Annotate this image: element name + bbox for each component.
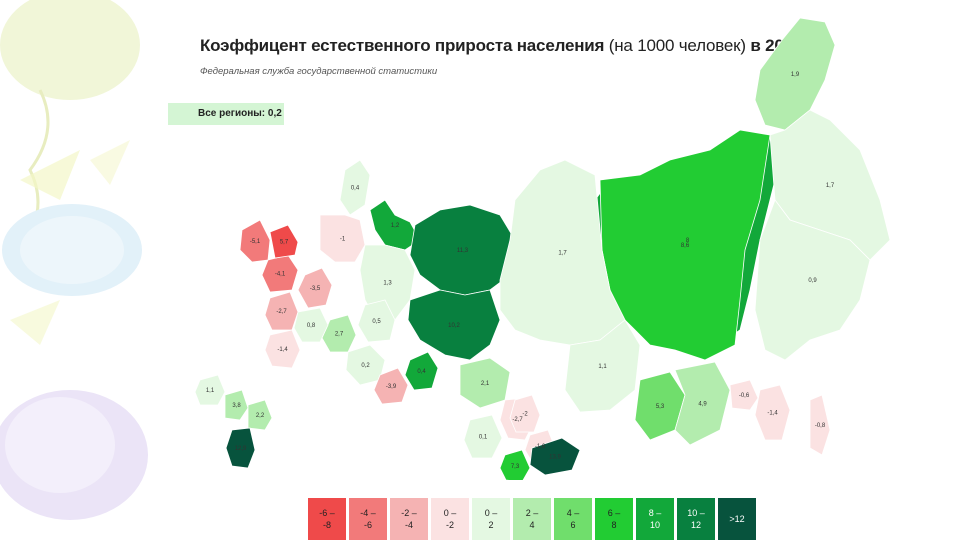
region-value-label: 0,9 (808, 278, 817, 284)
region-kalmykia (224, 389, 249, 421)
region-value-label: -0,6 (739, 393, 750, 399)
region-value-label: 10,2 (448, 323, 460, 329)
legend-swatch: 0 – -2 (431, 498, 469, 540)
legend-swatch: >12 (718, 498, 756, 540)
region-stavropol (247, 399, 273, 431)
region-sakhalin (809, 394, 831, 456)
region-orenburg (373, 367, 409, 405)
region-value-label: -0,8 (815, 423, 826, 429)
region-primorye (754, 384, 791, 441)
all-regions-box: Все регионы: 0,2 (168, 103, 284, 125)
region-novgorod (269, 224, 299, 259)
region-chukotka (754, 17, 836, 131)
region-value-label: 1,3 (383, 281, 392, 287)
region-value-label: 7,3 (511, 464, 520, 470)
region-value-label: -1,4 (767, 411, 778, 417)
region-value-label: 2,7 (335, 332, 344, 338)
region-value-label: 12,9 (235, 446, 247, 452)
region-value-label: 2,2 (256, 413, 265, 419)
region-udmurtia (293, 307, 329, 343)
region-amur (674, 361, 731, 446)
region-value-label: -3,9 (386, 384, 397, 390)
region-value-label: 8 (686, 238, 690, 244)
region-value-label: -1,4 (277, 347, 288, 353)
region-value-label: -2,7 (512, 417, 523, 423)
region-value-label: -1 (340, 237, 346, 243)
region-value-label: -2,7 (276, 309, 287, 315)
legend-swatch: 4 – 6 (554, 498, 592, 540)
region-samara (264, 329, 301, 369)
region-value-label: -3,5 (310, 286, 321, 292)
title-unit: (на 1000 человек) (608, 36, 746, 55)
region-kurgan (404, 351, 439, 391)
legend-swatch: 0 – 2 (472, 498, 510, 540)
region-tuva (529, 437, 581, 476)
region-value-label: 0,5 (372, 319, 381, 325)
region-value-label: 11,3 (457, 248, 469, 254)
legend-swatch: 10 – 12 (677, 498, 715, 540)
legend-swatch: 6 – 8 (595, 498, 633, 540)
region-value-label: -5,1 (250, 239, 261, 245)
region-value-label: -4,1 (275, 272, 286, 278)
region-khabarovsk (754, 199, 871, 361)
region-value-label: 1,1 (206, 388, 215, 394)
region-value-label: 1,7 (826, 183, 835, 189)
region-altai (463, 414, 503, 459)
region-value-label: 1,1 (598, 364, 607, 370)
region-value-label: 4,9 (698, 402, 707, 408)
region-jewish (729, 379, 759, 411)
region-value-label: 1,9 (791, 72, 800, 78)
region-value-label: 0,4 (351, 186, 360, 192)
region-value-label: 0,4 (417, 369, 426, 375)
region-value-label: 13,9 (549, 455, 561, 461)
region-chechnya (225, 427, 256, 469)
map-title: Коэффицент естественного прироста населе… (200, 36, 802, 56)
legend-swatch: -6 – -8 (308, 498, 346, 540)
region-arkhangelsk-north (339, 159, 371, 216)
region-value-label: -1,6 (535, 444, 546, 450)
legend-swatch: -4 – -6 (349, 498, 387, 540)
region-kemerovo (509, 394, 541, 433)
region-value-label: 8,6 (681, 243, 690, 249)
region-kirov (297, 267, 333, 309)
legend-swatch: -2 – -4 (390, 498, 428, 540)
legend-swatch: 2 – 4 (513, 498, 551, 540)
region-value-label: 5,3 (656, 404, 665, 410)
region-komi (319, 214, 366, 263)
region-value-label: 1,7 (558, 251, 567, 257)
legend-swatch: 8 – 10 (636, 498, 674, 540)
region-value-label: 3,8 (232, 403, 241, 409)
region-arkhangelsk (359, 244, 416, 321)
region-value-label: 0,2 (361, 363, 370, 369)
title-main: Коэффицент естественного прироста населе… (200, 36, 605, 55)
region-value-label: 0,8 (307, 323, 316, 329)
region-irkutsk (564, 319, 641, 413)
region-value-label: 0,1 (479, 435, 488, 441)
region-tyumen (407, 289, 501, 361)
russia-map: 1,9 0,4 8 1,7 1,2 -1 1,3 11,3 10,2 8,6 1,7 0,9 -5,1 -… (194, 17, 891, 480)
region-sverdlovsk (357, 299, 396, 343)
region-astrakhan (194, 374, 226, 406)
source-note: Федеральная служба государственной стати… (200, 66, 438, 77)
region-altai-rep (499, 449, 531, 480)
region-value-label: 2,1 (481, 381, 490, 387)
region-value-label: 5,7 (280, 240, 289, 246)
region-value-label: 1,2 (391, 223, 400, 229)
region-value-label: -2 (522, 412, 528, 418)
